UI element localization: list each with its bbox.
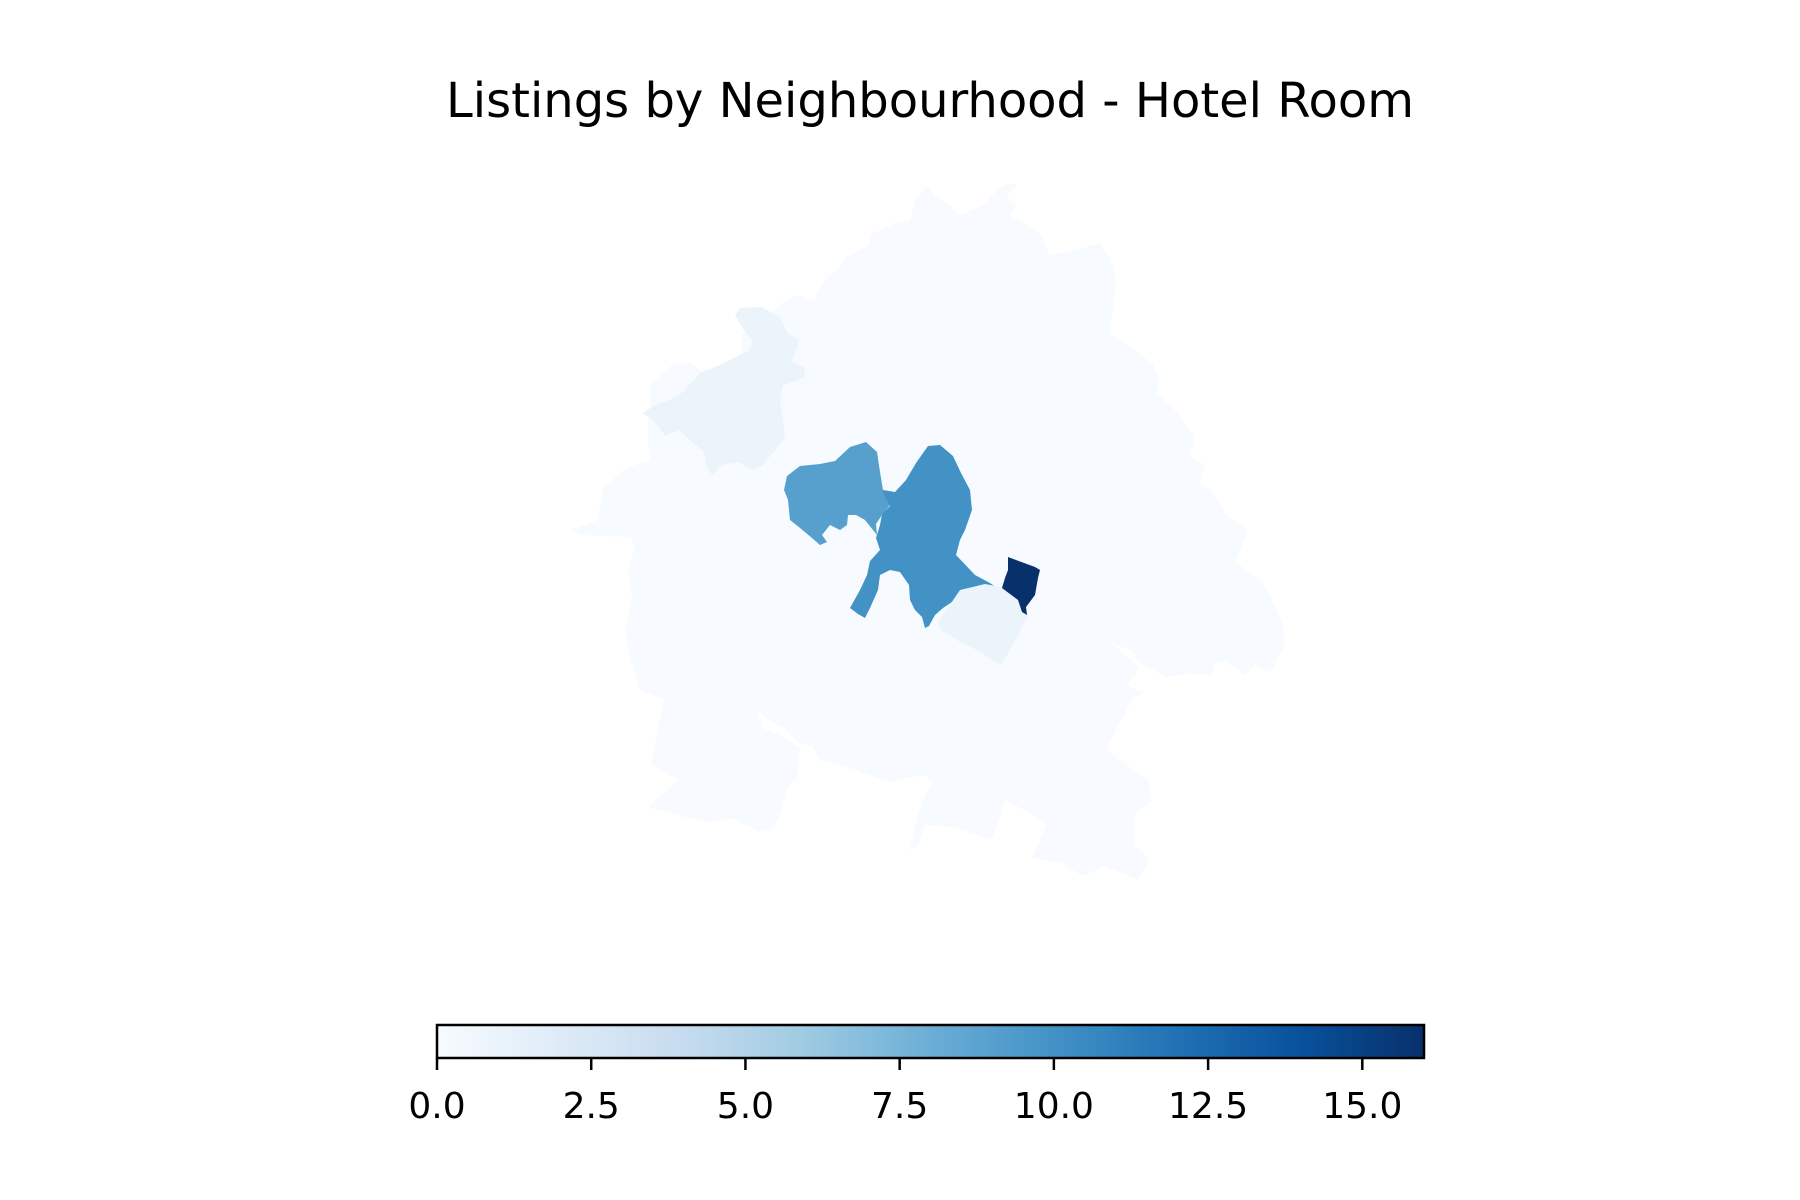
colorbar-tick-label: 0.0	[408, 1086, 465, 1127]
colorbar-tick-label: 5.0	[717, 1086, 774, 1127]
colorbar-gradient	[435, 1023, 1426, 1060]
colorbar-tick-label: 2.5	[563, 1086, 620, 1127]
colorbar-tick-label: 15.0	[1322, 1086, 1402, 1127]
colorbar-ticks: 0.0 2.5 5.0 7.5 10.0 12.5 15.0	[408, 1058, 1402, 1127]
region-central-main	[850, 445, 1000, 628]
chart-title: Listings by Neighbourhood - Hotel Room	[446, 73, 1414, 129]
colorbar-tick-label: 12.5	[1168, 1086, 1248, 1127]
colorbar: 0.0 2.5 5.0 7.5 10.0 12.5 15.0	[408, 1023, 1426, 1127]
map-regions	[570, 183, 1285, 880]
region-east-strip	[1002, 557, 1040, 615]
region-central-west	[784, 442, 890, 545]
region-southeast-small	[938, 584, 1028, 665]
colorbar-tick-label: 10.0	[1014, 1086, 1094, 1127]
region-northwest-lobe	[643, 307, 805, 475]
colorbar-tick-label: 7.5	[871, 1086, 928, 1127]
